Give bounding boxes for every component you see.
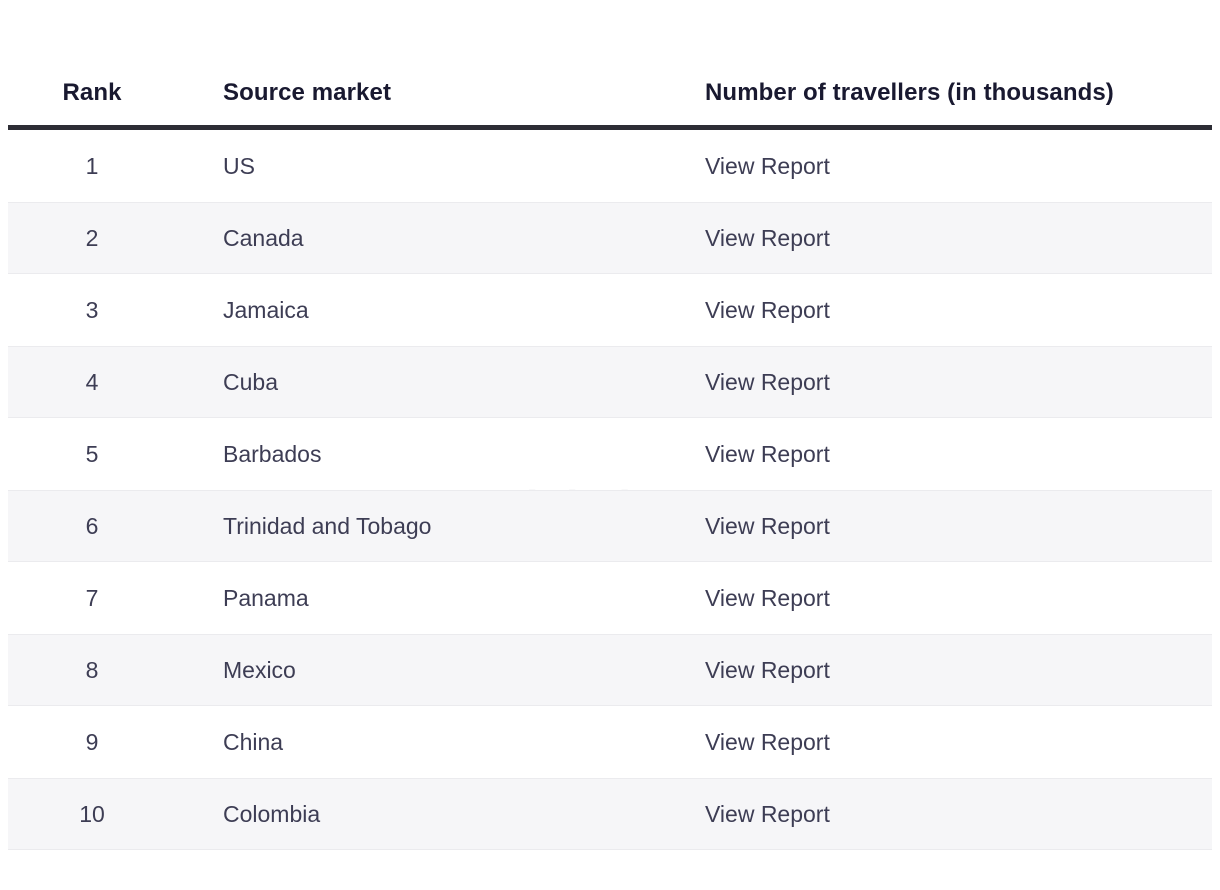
source-market-cell: China xyxy=(223,728,284,755)
page: GlobalData Rank Source market Number of … xyxy=(0,60,1220,890)
rank-cell: 5 xyxy=(85,440,99,467)
source-market-cell: Mexico xyxy=(223,656,296,683)
view-report-link[interactable]: View Report xyxy=(705,656,830,683)
table-row: 6 Trinidad and Tobago View Report xyxy=(8,490,1212,562)
view-report-link[interactable]: View Report xyxy=(705,512,830,539)
source-market-cell: Cuba xyxy=(223,368,278,395)
source-market-cell: Colombia xyxy=(223,800,321,827)
column-header-source-market: Source market xyxy=(223,78,392,106)
table-body: 1 US View Report 2 Canada View Report 3 Jamaica… xyxy=(8,130,1212,850)
source-market-table: Rank Source market Number of travellers … xyxy=(8,60,1212,850)
rank-cell: 6 xyxy=(85,512,99,539)
rank-cell: 4 xyxy=(85,368,99,395)
view-report-link[interactable]: View Report xyxy=(705,296,830,323)
view-report-link[interactable]: View Report xyxy=(705,728,830,755)
table-row: 5 Barbados View Report xyxy=(8,418,1212,490)
rank-cell: 1 xyxy=(85,152,99,179)
column-header-number-of-travellers: Number of travellers (in thousands) xyxy=(705,78,1114,106)
rank-cell: 3 xyxy=(85,296,99,323)
source-market-cell: Trinidad and Tobago xyxy=(223,512,432,539)
view-report-link[interactable]: View Report xyxy=(705,584,830,611)
table-row: 2 Canada View Report xyxy=(8,202,1212,274)
table-row: 1 US View Report xyxy=(8,130,1212,202)
table-row: 9 China View Report xyxy=(8,706,1212,778)
rank-cell: 7 xyxy=(85,584,99,611)
table-row: 8 Mexico View Report xyxy=(8,634,1212,706)
rank-cell: 9 xyxy=(85,728,99,755)
source-market-cell: Panama xyxy=(223,584,309,611)
source-market-cell: Barbados xyxy=(223,440,322,467)
table-header-row: Rank Source market Number of travellers … xyxy=(8,60,1212,130)
source-market-cell: US xyxy=(223,152,255,179)
view-report-link[interactable]: View Report xyxy=(705,368,830,395)
rank-cell: 8 xyxy=(85,656,99,683)
rank-cell: 2 xyxy=(85,224,99,251)
view-report-link[interactable]: View Report xyxy=(705,800,830,827)
view-report-link[interactable]: View Report xyxy=(705,224,830,251)
view-report-link[interactable]: View Report xyxy=(705,152,830,179)
rank-cell: 10 xyxy=(79,800,105,827)
column-header-rank: Rank xyxy=(62,78,122,106)
table-row: 4 Cuba View Report xyxy=(8,346,1212,418)
table-row: 10 Colombia View Report xyxy=(8,778,1212,850)
view-report-link[interactable]: View Report xyxy=(705,440,830,467)
table-row: 7 Panama View Report xyxy=(8,562,1212,634)
source-market-cell: Canada xyxy=(223,224,304,251)
source-market-cell: Jamaica xyxy=(223,296,309,323)
table-row: 3 Jamaica View Report xyxy=(8,274,1212,346)
